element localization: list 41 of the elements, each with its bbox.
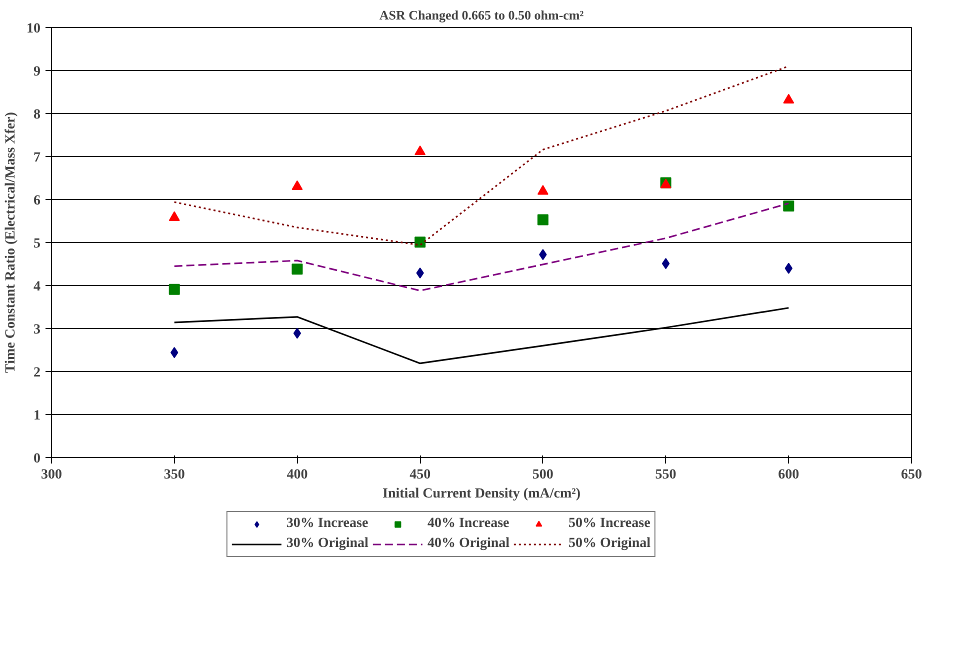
y-tick-label: 0: [34, 452, 40, 466]
y-tick-label: 2: [34, 366, 40, 380]
point: [293, 328, 302, 339]
point: [783, 94, 794, 104]
x-tick-label: 600: [778, 468, 800, 482]
point: [537, 214, 548, 226]
legend-label: 40% Original: [427, 536, 510, 552]
legend-label: 30% Original: [286, 536, 368, 552]
y-tick-label: 10: [26, 22, 40, 36]
line-series: [174, 307, 790, 364]
y-tick-label: 9: [34, 64, 40, 80]
y-tick-label: 1: [34, 408, 40, 424]
chart-title: ASR Changed 0.665 to 0.50 ohm-cm²: [379, 8, 584, 22]
point: [537, 185, 548, 195]
x-tick-label: 400: [286, 468, 308, 482]
x-tick-label: 450: [410, 468, 431, 482]
legend-label: 30% Increase: [286, 516, 368, 532]
y-tick-label: 8: [34, 108, 40, 122]
point: [292, 264, 303, 275]
y-axis-title: Time Constant Ratio (Electrical/Mass Xfer): [4, 112, 18, 374]
point: [414, 145, 426, 156]
x-tick-label: 650: [901, 468, 922, 482]
y-tick-label: 3: [34, 322, 40, 338]
legend-label: 50% Original: [568, 536, 651, 552]
legend-label: 50% Increase: [568, 516, 650, 532]
y-tick-label: 7: [34, 150, 40, 166]
point: [292, 180, 303, 190]
y-tick-label: 4: [34, 280, 40, 294]
x-axis-title: Initial Current Density (mA/cm²): [382, 486, 581, 502]
point: [783, 200, 794, 212]
y-tick-label: 6: [34, 194, 40, 208]
x-tick-label: 550: [655, 468, 676, 482]
point: [168, 211, 180, 221]
legend-label: 40% Increase: [427, 516, 510, 532]
y-tick-label: 5: [34, 236, 40, 252]
x-tick-label: 500: [532, 468, 554, 482]
x-tick-label: 300: [41, 468, 62, 482]
point: [168, 284, 180, 295]
x-tick-label: 350: [164, 468, 185, 482]
point: [662, 258, 670, 270]
point: [414, 236, 426, 248]
